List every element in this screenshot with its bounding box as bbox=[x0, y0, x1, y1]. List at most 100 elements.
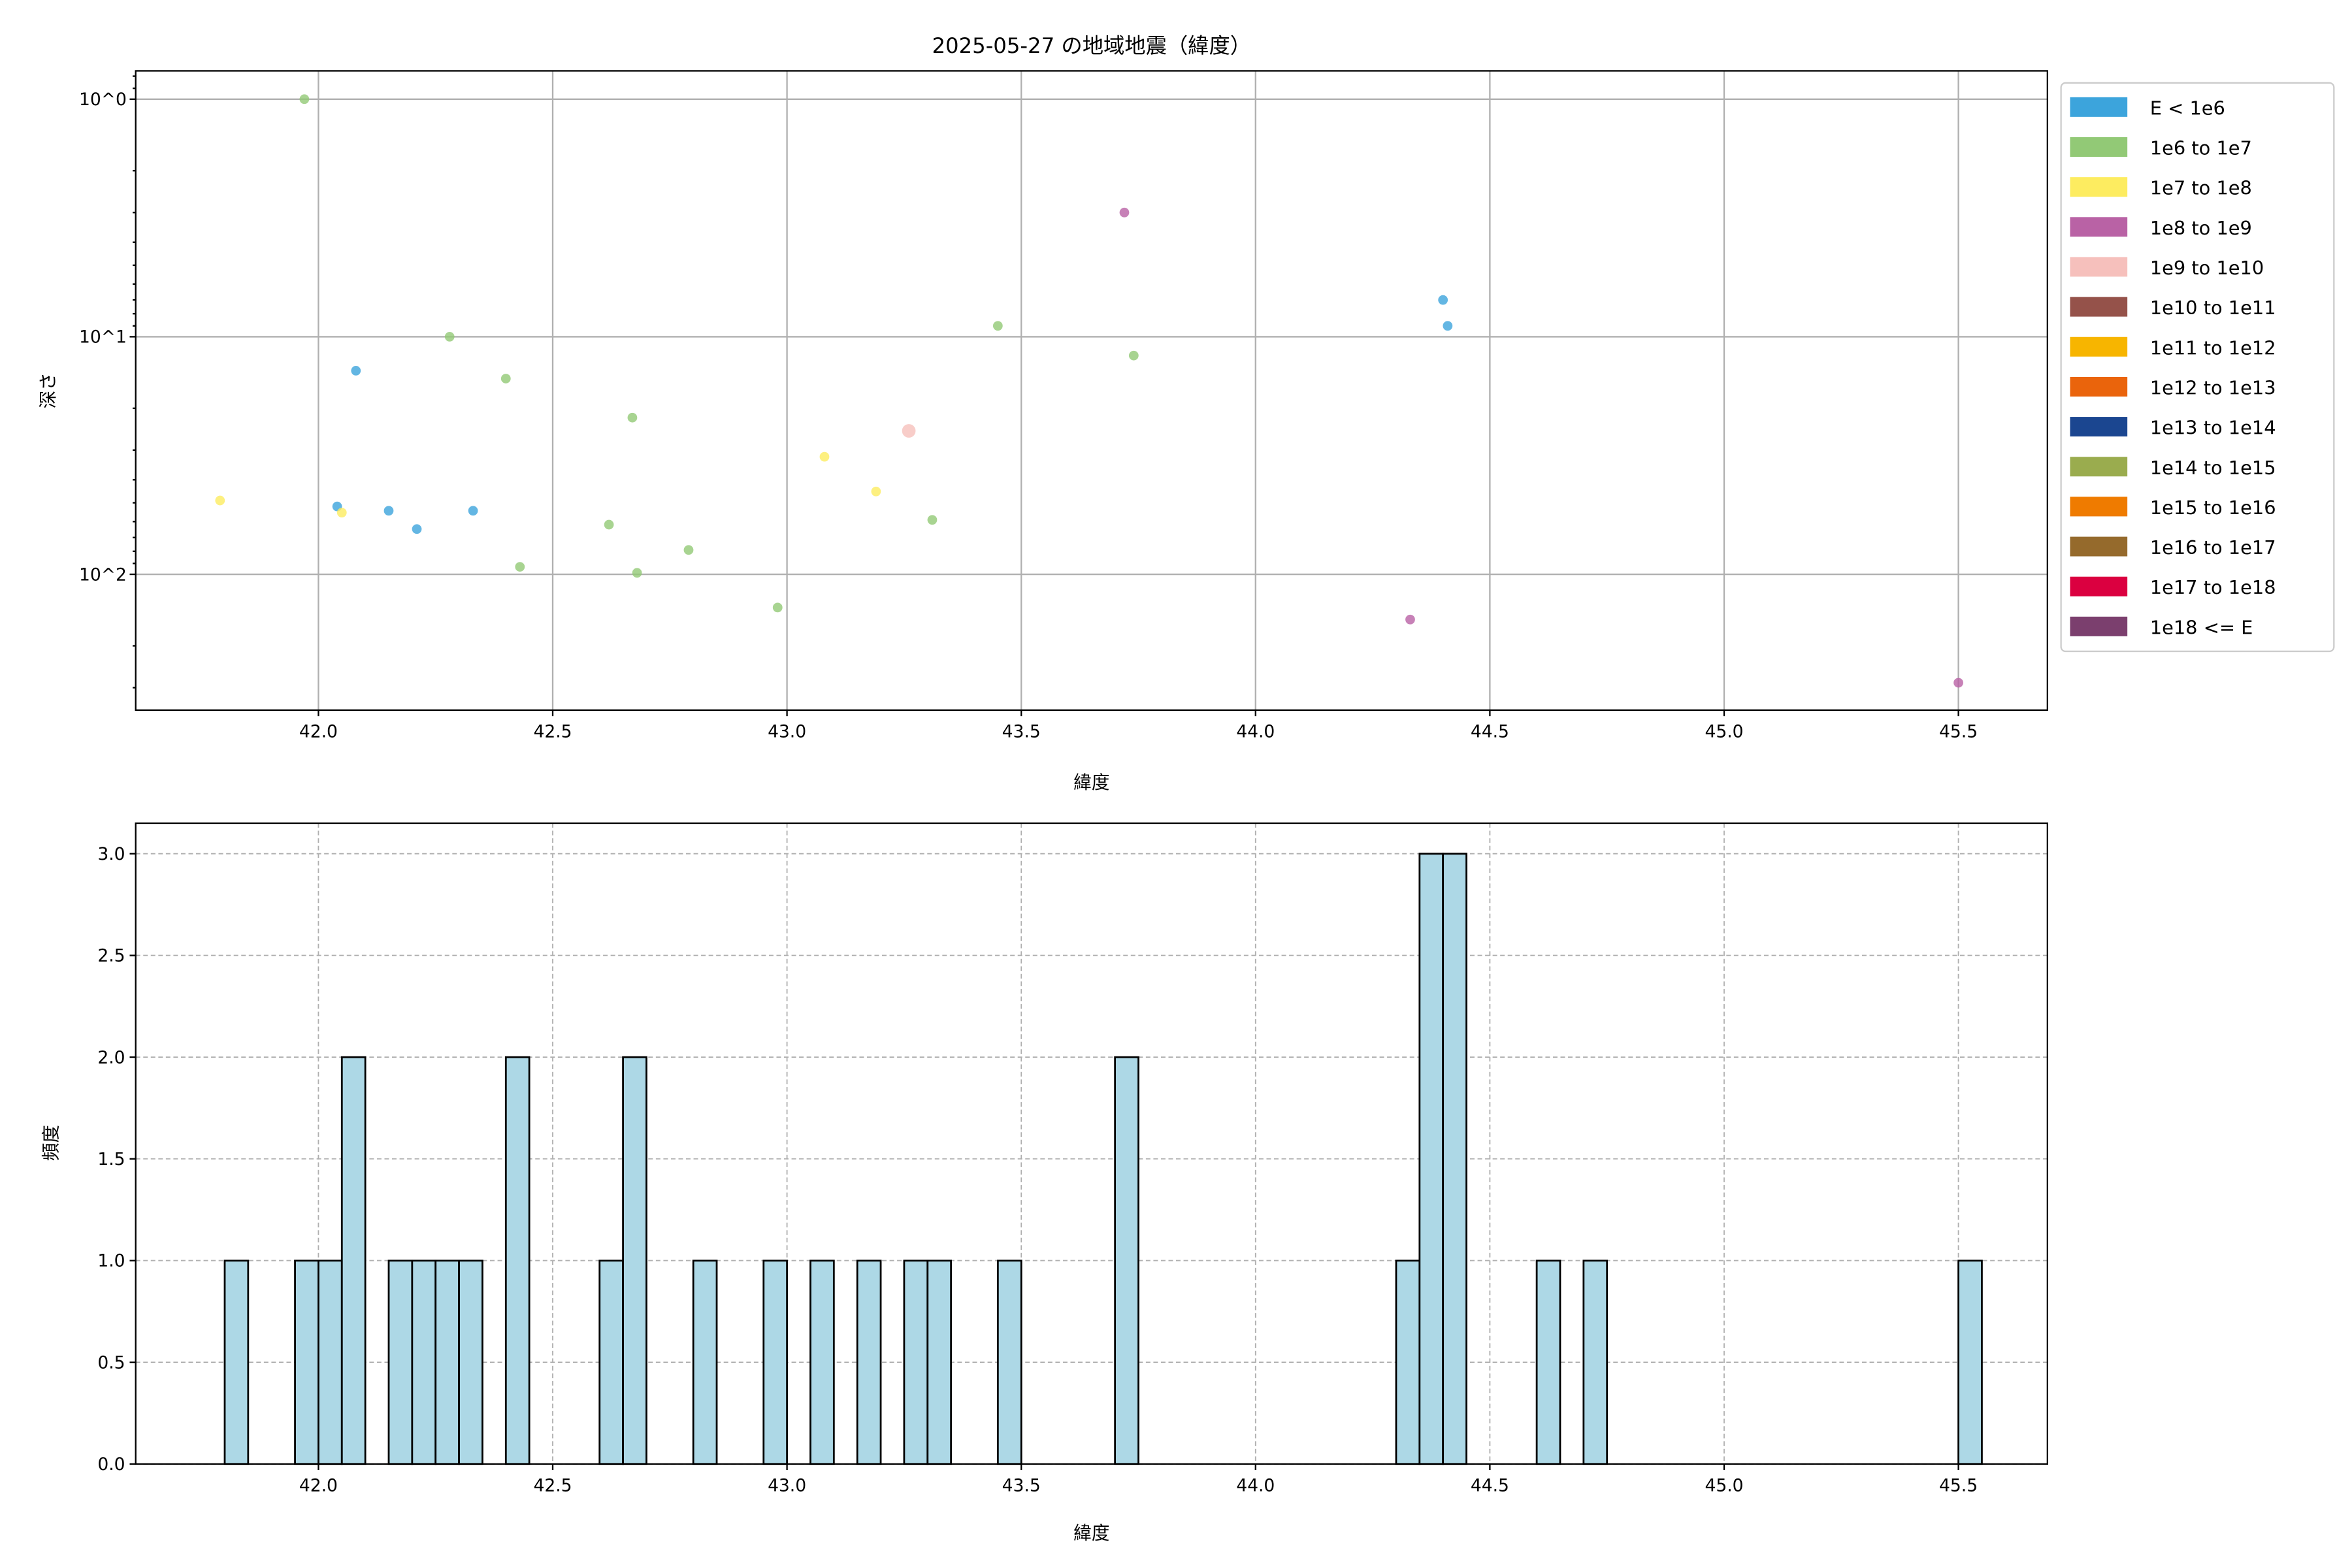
scatter-point bbox=[1953, 678, 1963, 688]
legend-label: 1e13 to 1e14 bbox=[2150, 417, 2276, 439]
legend-swatch bbox=[2070, 576, 2128, 596]
histogram-bar bbox=[856, 1260, 882, 1465]
legend-swatch bbox=[2070, 497, 2128, 517]
scatter-point bbox=[819, 451, 830, 462]
scatter-point bbox=[515, 562, 525, 572]
histogram-bar bbox=[1957, 1260, 1983, 1465]
x-tick-label: 45.0 bbox=[1705, 721, 1743, 742]
histogram-bar bbox=[434, 1260, 460, 1465]
x-tick-label: 42.5 bbox=[533, 721, 572, 742]
scatter-ylabel: 深さ bbox=[37, 372, 59, 408]
legend-swatch bbox=[2070, 417, 2128, 437]
histogram-bar bbox=[598, 1260, 624, 1465]
scatter-point bbox=[500, 374, 511, 384]
legend-swatch bbox=[2070, 616, 2128, 636]
legend-label: 1e11 to 1e12 bbox=[2150, 336, 2276, 359]
hist-axes-frame bbox=[135, 822, 2048, 1465]
x-tick-label: 44.0 bbox=[1236, 1475, 1275, 1495]
histogram-bar bbox=[411, 1260, 437, 1465]
x-tick-label: 43.0 bbox=[768, 721, 806, 742]
y-tick-label: 0.0 bbox=[97, 1454, 125, 1475]
histogram-bar bbox=[903, 1260, 929, 1465]
scatter-point bbox=[604, 519, 614, 530]
x-tick-label: 42.0 bbox=[299, 1475, 338, 1495]
legend-label: 1e14 to 1e15 bbox=[2150, 457, 2276, 479]
histogram-bar bbox=[762, 1260, 788, 1465]
x-tick-label: 43.5 bbox=[1002, 721, 1041, 742]
y-tick-label: 10^2 bbox=[79, 564, 127, 585]
histogram-bar bbox=[622, 1056, 647, 1465]
legend-label: 1e12 to 1e13 bbox=[2150, 376, 2276, 399]
scatter-point bbox=[772, 602, 783, 613]
legend-swatch bbox=[2070, 137, 2128, 157]
x-tick-label: 43.5 bbox=[1002, 1475, 1041, 1495]
y-tick-label: 1.0 bbox=[97, 1251, 125, 1271]
scatter-xlabel: 緯度 bbox=[1073, 772, 1109, 793]
legend-swatch bbox=[2070, 257, 2128, 277]
histogram-plot: 42.0 42.5 43.0 43.5 44.0 44.5 45.0 45.5 0.0 0.5 1.… bbox=[97, 822, 2048, 1495]
scatter-point bbox=[1119, 207, 1130, 218]
scatter-point bbox=[683, 545, 694, 555]
histogram-bar bbox=[1395, 1260, 1421, 1465]
scatter-point bbox=[215, 495, 225, 506]
x-tick-label: 45.0 bbox=[1705, 1475, 1743, 1495]
legend-label: 1e17 to 1e18 bbox=[2150, 576, 2276, 598]
scatter-point bbox=[468, 506, 478, 516]
scatter-plot: 42.0 42.5 43.0 43.5 44.0 44.5 45.0 45.5 10^0 10^1… bbox=[79, 70, 2048, 742]
legend-swatch bbox=[2070, 457, 2128, 477]
legend-label: 1e18 <= E bbox=[2150, 616, 2253, 638]
histogram-bar bbox=[1418, 853, 1445, 1465]
legend-swatch bbox=[2070, 376, 2128, 397]
histogram-bar bbox=[926, 1260, 952, 1465]
histogram-bar bbox=[1114, 1056, 1139, 1465]
histogram-bar bbox=[692, 1260, 718, 1465]
x-tick-label: 44.5 bbox=[1471, 1475, 1509, 1495]
scatter-point bbox=[336, 508, 347, 518]
histogram-bar bbox=[223, 1260, 250, 1465]
histogram-bar bbox=[1535, 1260, 1561, 1465]
legend-swatch bbox=[2070, 297, 2128, 317]
scatter-point bbox=[1443, 321, 1453, 331]
x-tick-label: 44.5 bbox=[1471, 721, 1509, 742]
y-tick-label: 2.5 bbox=[97, 946, 125, 966]
scatter-point bbox=[632, 568, 642, 578]
histogram-bar bbox=[340, 1056, 367, 1465]
histogram-bar bbox=[504, 1056, 531, 1465]
legend-swatch bbox=[2070, 336, 2128, 357]
legend-swatch bbox=[2070, 217, 2128, 237]
y-tick-label: 0.5 bbox=[97, 1352, 125, 1373]
hist-xlabel: 緯度 bbox=[1073, 1522, 1109, 1544]
y-tick-label: 3.0 bbox=[97, 844, 125, 864]
y-tick-label: 2.0 bbox=[97, 1047, 125, 1068]
scatter-point bbox=[992, 321, 1003, 331]
hist-ylabel: 頻度 bbox=[41, 1125, 62, 1161]
histogram-bar bbox=[1442, 853, 1467, 1465]
scatter-point bbox=[1438, 295, 1448, 305]
x-tick-label: 43.0 bbox=[768, 1475, 806, 1495]
histogram-bar bbox=[294, 1260, 319, 1465]
scatter-point bbox=[299, 94, 310, 105]
scatter-point bbox=[351, 366, 361, 376]
legend: E < 1e6 1e6 to 1e7 1e7 to 1e8 1e8 to 1e9 1e9… bbox=[2060, 82, 2335, 653]
legend-label: 1e15 to 1e16 bbox=[2150, 497, 2276, 519]
scatter-axes-frame bbox=[135, 70, 2048, 711]
x-tick-label: 44.0 bbox=[1236, 721, 1275, 742]
legend-swatch bbox=[2070, 177, 2128, 197]
x-tick-label: 45.5 bbox=[1939, 1475, 1978, 1495]
histogram-bar bbox=[809, 1260, 835, 1465]
scatter-point bbox=[1405, 614, 1415, 625]
histogram-bar bbox=[318, 1260, 343, 1465]
scatter-point bbox=[412, 524, 422, 534]
scatter-point bbox=[444, 332, 455, 342]
legend-label: 1e16 to 1e17 bbox=[2150, 536, 2276, 559]
scatter-point bbox=[384, 506, 394, 516]
legend-swatch bbox=[2070, 97, 2128, 117]
histogram-bar bbox=[458, 1260, 483, 1465]
histogram-bar bbox=[387, 1260, 414, 1465]
scatter-point bbox=[927, 515, 938, 525]
legend-label: 1e8 to 1e9 bbox=[2150, 217, 2252, 239]
y-tick-label: 10^1 bbox=[79, 327, 127, 348]
legend-label: 1e7 to 1e8 bbox=[2150, 177, 2252, 199]
x-tick-label: 42.0 bbox=[299, 721, 338, 742]
